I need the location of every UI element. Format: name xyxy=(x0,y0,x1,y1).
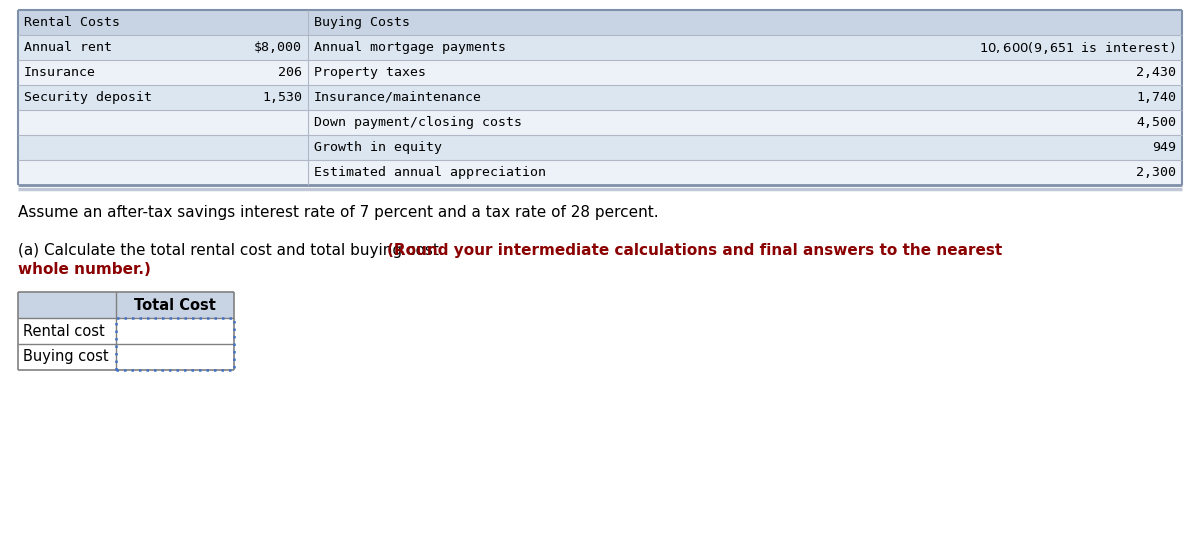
Text: $10,600 ($9,651 is interest): $10,600 ($9,651 is interest) xyxy=(979,39,1176,56)
Text: Down payment/closing costs: Down payment/closing costs xyxy=(314,116,522,129)
Text: Growth in equity: Growth in equity xyxy=(314,141,442,154)
Text: Security deposit: Security deposit xyxy=(24,91,152,104)
Bar xyxy=(116,318,234,344)
Text: 2,430: 2,430 xyxy=(1136,66,1176,79)
Text: 1,740: 1,740 xyxy=(1136,91,1176,104)
Bar xyxy=(18,10,1182,35)
Text: $8,000: $8,000 xyxy=(254,41,302,54)
Text: Buying Costs: Buying Costs xyxy=(314,16,410,29)
Text: 206: 206 xyxy=(278,66,302,79)
Bar xyxy=(18,110,1182,135)
Text: (Round your intermediate calculations and final answers to the nearest: (Round your intermediate calculations an… xyxy=(386,243,1002,258)
Text: 949: 949 xyxy=(1152,141,1176,154)
Bar xyxy=(18,135,1182,160)
Text: Buying cost: Buying cost xyxy=(23,349,109,364)
Text: (a) Calculate the total rental cost and total buying cost.: (a) Calculate the total rental cost and … xyxy=(18,243,449,258)
Text: Rental Costs: Rental Costs xyxy=(24,16,120,29)
Text: Annual mortgage payments: Annual mortgage payments xyxy=(314,41,506,54)
Bar xyxy=(18,85,1182,110)
Bar xyxy=(18,60,1182,85)
Text: Insurance: Insurance xyxy=(24,66,96,79)
Bar xyxy=(18,318,116,344)
Bar xyxy=(18,292,234,318)
Text: Assume an after-tax savings interest rate of 7 percent and a tax rate of 28 perc: Assume an after-tax savings interest rat… xyxy=(18,205,659,220)
Text: Property taxes: Property taxes xyxy=(314,66,426,79)
Text: Total Cost: Total Cost xyxy=(134,298,216,313)
Text: 1,530: 1,530 xyxy=(262,91,302,104)
Text: 4,500: 4,500 xyxy=(1136,116,1176,129)
Text: Insurance/maintenance: Insurance/maintenance xyxy=(314,91,482,104)
Bar xyxy=(18,35,1182,60)
Text: 2,300: 2,300 xyxy=(1136,166,1176,179)
Bar xyxy=(116,318,234,370)
Text: Annual rent: Annual rent xyxy=(24,41,112,54)
Bar xyxy=(18,344,116,370)
Bar xyxy=(116,344,234,370)
Text: whole number.): whole number.) xyxy=(18,262,151,277)
Text: Rental cost: Rental cost xyxy=(23,323,104,338)
Text: Estimated annual appreciation: Estimated annual appreciation xyxy=(314,166,546,179)
Bar xyxy=(18,160,1182,185)
